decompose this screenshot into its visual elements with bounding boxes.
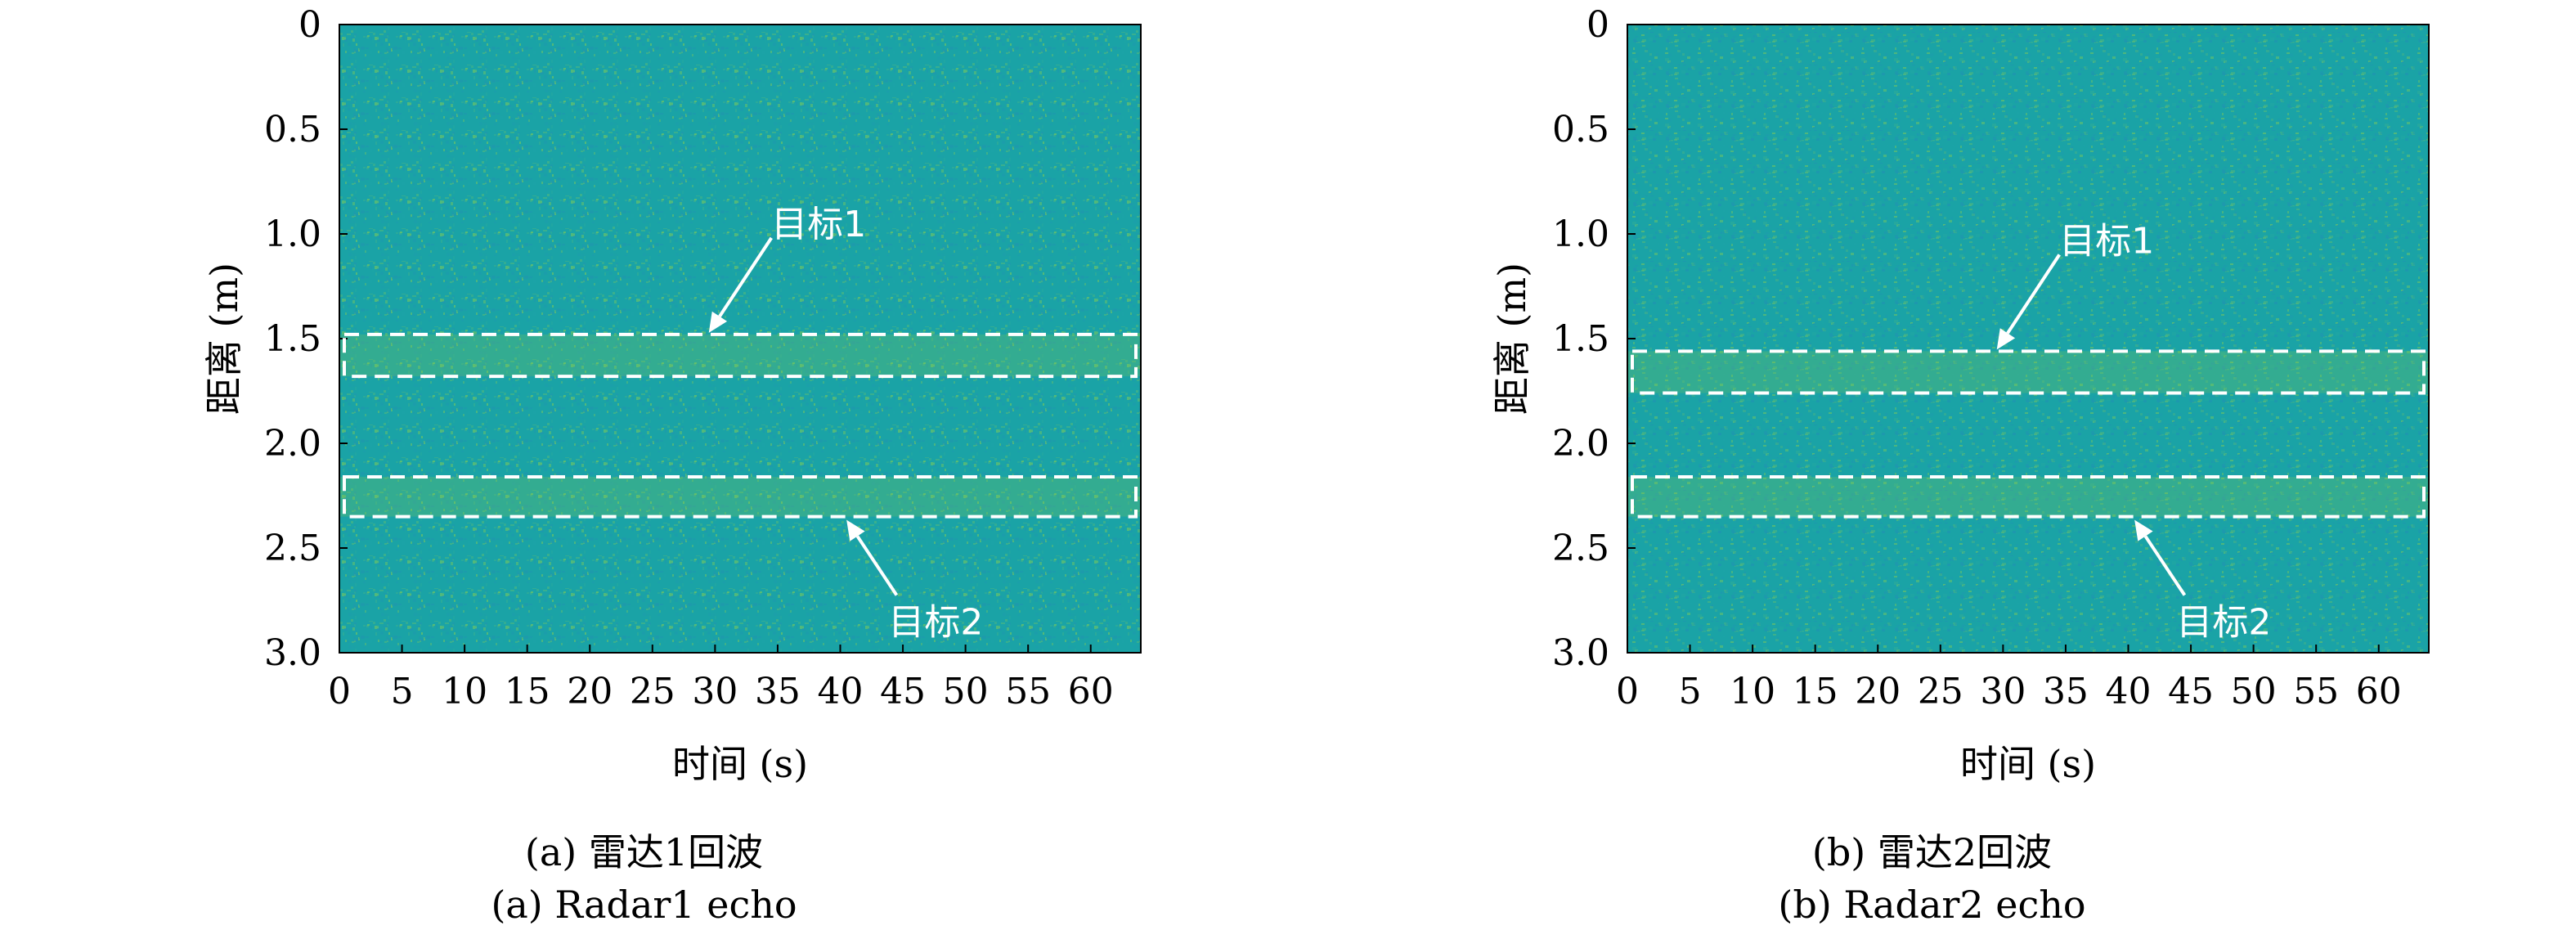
y-tick-label: 2.0 (1552, 423, 1609, 465)
target-band-2 (1627, 476, 2429, 517)
x-tick-label: 10 (442, 671, 487, 712)
y-tick-label: 2.5 (264, 528, 321, 569)
caption-en-b: (b) Radar2 echo (1778, 883, 2086, 927)
heatmap-body (339, 25, 1141, 653)
x-tick-label: 60 (1068, 671, 1114, 712)
y-tick-label: 0 (1586, 4, 1609, 46)
target-arrowhead-1 (1996, 328, 2016, 350)
x-tick-label: 45 (2168, 671, 2214, 712)
x-tick-label: 35 (755, 671, 801, 712)
y-tick-label: 2.5 (1552, 528, 1609, 569)
target-arrow-2 (2143, 535, 2187, 596)
target-box-1 (343, 332, 1138, 379)
target-box-2 (343, 474, 1138, 519)
x-tick-label: 25 (1918, 671, 1963, 712)
x-tick-label: 10 (1730, 671, 1775, 712)
x-tick-label: 35 (2043, 671, 2089, 712)
figure-panel-b: 0 5 10 15 20 25 30 35 40 45 50 55 60 0 0.5 1.0 1.5 2.0 2.5… (1288, 0, 2576, 939)
y-tick-label: 2.0 (264, 423, 321, 465)
x-tick-label: 15 (505, 671, 550, 712)
y-tick-label: 1.0 (264, 213, 321, 255)
y-axis-label: 距离 (m) (202, 263, 246, 415)
x-tick-label: 5 (1679, 671, 1702, 712)
y-tick-label: 1.5 (1552, 318, 1609, 360)
target-band-1 (339, 334, 1141, 377)
x-tick-label: 25 (630, 671, 675, 712)
x-tick-label: 40 (2106, 671, 2152, 712)
y-tick-label: 3.0 (264, 632, 321, 674)
x-tick-label: 45 (880, 671, 926, 712)
target-band-1 (1627, 351, 2429, 393)
target-label-2: 目标2 (2176, 602, 2271, 644)
heatmap-chart-b: 0 5 10 15 20 25 30 35 40 45 50 55 6000.51.01.52.02.5… (1490, 4, 2430, 786)
y-tick-label: 1.5 (264, 318, 321, 360)
y-tick-label: 3.0 (1552, 632, 1609, 674)
target-arrowhead-2 (2134, 519, 2153, 541)
target-label-1: 目标1 (771, 204, 866, 245)
target-band-2 (339, 476, 1141, 517)
heatmap-field (339, 25, 1141, 653)
x-tick-label: 50 (943, 671, 989, 712)
x-tick-label: 5 (391, 671, 414, 712)
y-tick-label: 1.0 (1552, 213, 1609, 255)
figure-panel-a: 0 5 10 15 20 25 30 35 40 45 50 55 60 0 0.5 1.0 1.5 2.0 2.5… (202, 4, 1142, 927)
x-tick-label: 50 (2231, 671, 2277, 712)
heatmap-body (1627, 25, 2429, 653)
target-arrow-2 (855, 535, 899, 596)
x-axis-label: 时间 (s) (1960, 742, 2096, 786)
x-tick-label: 15 (1793, 671, 1838, 712)
x-tick-label: 55 (1005, 671, 1051, 712)
caption-zh-a: (a) 雷达1回波 (524, 830, 764, 874)
x-tick-label: 55 (2293, 671, 2339, 712)
y-tick-label: 0.5 (264, 109, 321, 151)
y-tick-label: 0.5 (1552, 109, 1609, 151)
heatmap-chart-a: 0 5 10 15 20 25 30 35 40 45 50 55 6000.51.01.52.02.5… (202, 4, 1142, 786)
target-arrow-1 (718, 236, 773, 317)
target-arrowhead-2 (846, 519, 865, 541)
x-tick-label: 20 (1855, 671, 1901, 712)
x-tick-label: 30 (1980, 671, 2026, 712)
x-tick-label: 30 (692, 671, 738, 712)
caption-en-a: (a) Radar1 echo (491, 883, 797, 927)
x-tick-label: 20 (567, 671, 613, 712)
y-tick-label: 0 (298, 4, 321, 46)
caption-zh-b: (b) 雷达2回波 (1811, 830, 2053, 874)
target-box-2 (1631, 474, 2426, 519)
x-tick-label: 0 (1616, 671, 1639, 712)
x-tick-label: 0 (328, 671, 351, 712)
target-label-1: 目标1 (2059, 220, 2154, 262)
x-tick-label: 60 (2356, 671, 2402, 712)
target-arrowhead-1 (708, 311, 728, 333)
target-box-1 (1631, 349, 2426, 395)
target-label-2: 目标2 (888, 602, 983, 644)
target-arrow-1 (2006, 254, 2061, 335)
y-axis-label: 距离 (m) (1490, 263, 1534, 415)
x-tick-label: 40 (818, 671, 864, 712)
x-axis-label: 时间 (s) (672, 742, 808, 786)
heatmap-field (1627, 25, 2429, 653)
